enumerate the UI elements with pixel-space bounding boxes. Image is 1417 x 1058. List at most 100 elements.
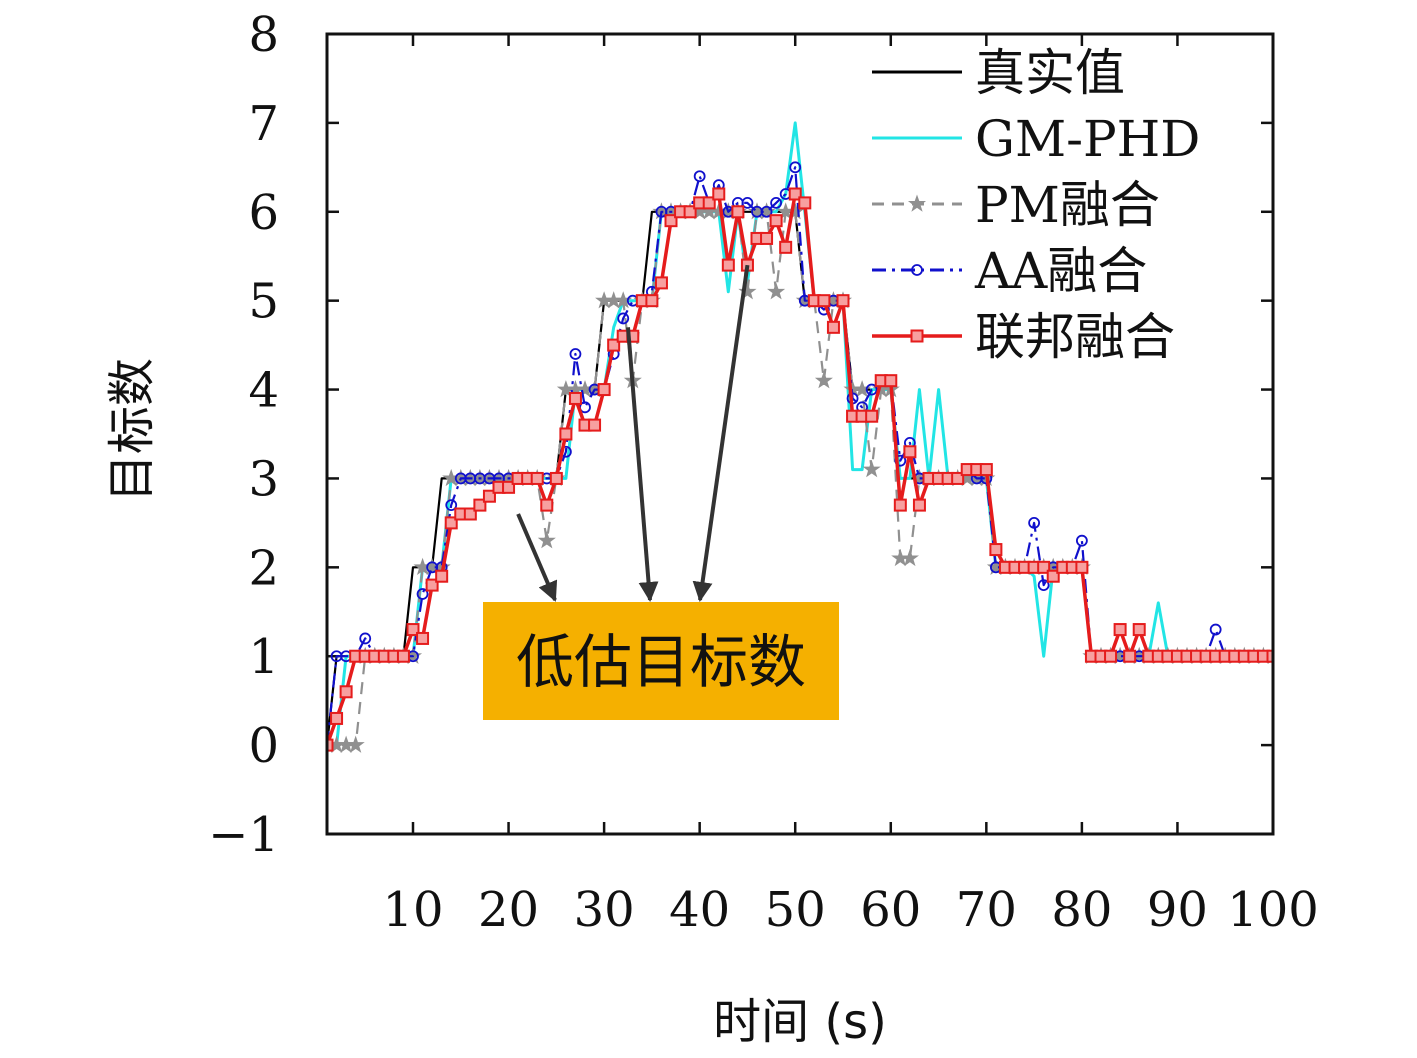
x-axis-title: 时间 (s) (713, 994, 887, 1050)
annotation-arrow (516, 513, 558, 602)
data-point (951, 471, 965, 485)
annotation-box (483, 602, 839, 720)
legend-marker (910, 329, 924, 343)
data-point (1075, 560, 1089, 574)
legend-label: GM-PHD (975, 110, 1200, 168)
data-point (473, 498, 487, 512)
data-point (760, 205, 773, 218)
data-point (435, 569, 449, 583)
data-point (1037, 579, 1050, 592)
data-point (445, 499, 458, 512)
x-tick-label: 20 (478, 882, 539, 938)
annotation: 低估目标数 (483, 264, 839, 720)
data-point (738, 282, 757, 300)
y-tick-labels: −1 0 1 2 3 4 5 6 7 8 (208, 7, 279, 863)
data-point (664, 214, 678, 228)
legend-label: 真实值 (975, 44, 1125, 102)
legend-item: GM-PHD (872, 110, 1200, 168)
data-point (530, 471, 544, 485)
legend-marker (907, 194, 927, 212)
legend-label: 联邦融合 (975, 308, 1175, 366)
data-point (1028, 516, 1041, 529)
x-tick-label: 10 (382, 882, 443, 938)
y-tick-label: 5 (248, 274, 279, 330)
data-point (788, 187, 802, 201)
x-tick-label: 40 (669, 882, 730, 938)
data-point (597, 383, 611, 397)
series-line (327, 210, 1273, 747)
legend-item: 真实值 (872, 44, 1125, 102)
data-point (569, 348, 582, 360)
data-point (330, 711, 344, 725)
data-point (359, 632, 372, 645)
data-point (979, 463, 993, 477)
series-4 (327, 187, 1273, 752)
data-point (1132, 623, 1146, 637)
data-point (406, 623, 420, 637)
data-point (989, 543, 1003, 557)
series-layer (327, 121, 1273, 753)
data-point (1075, 534, 1088, 547)
data-point (549, 471, 563, 485)
data-point (1037, 560, 1051, 574)
data-point (482, 489, 496, 503)
y-tick-label: 6 (248, 185, 279, 241)
x-tick-label: 90 (1147, 882, 1208, 938)
y-tick-label: 7 (248, 96, 279, 152)
legend-item: AA融合 (872, 242, 1147, 300)
data-point (1046, 569, 1060, 583)
data-point (559, 427, 573, 441)
data-point (789, 161, 802, 174)
y-tick-label: −1 (208, 807, 279, 863)
data-point (903, 445, 917, 459)
data-point (865, 383, 878, 396)
data-point (617, 312, 630, 325)
data-point (893, 498, 907, 512)
data-point (721, 258, 735, 272)
data-point (769, 214, 783, 228)
y-tick-label: 8 (248, 7, 279, 63)
data-point (502, 480, 516, 494)
data-point (537, 531, 556, 549)
data-point (607, 338, 621, 352)
data-point (817, 294, 831, 308)
data-point (654, 276, 668, 290)
data-point (327, 738, 334, 752)
data-point (741, 196, 754, 209)
y-axis-title: 目标数 (104, 358, 160, 502)
data-point (693, 170, 706, 183)
data-point (712, 187, 726, 201)
data-point (779, 240, 793, 254)
x-tick-label: 70 (956, 882, 1017, 938)
legend-label: PM融合 (975, 176, 1160, 234)
data-point (814, 371, 833, 389)
x-tick-label: 30 (574, 882, 635, 938)
data-point (1123, 649, 1137, 663)
x-tick-label: 60 (860, 882, 921, 938)
data-point (912, 498, 926, 512)
data-point (760, 231, 774, 245)
legend-label: AA融合 (974, 242, 1147, 300)
data-point (884, 374, 898, 388)
series-line (327, 166, 1273, 746)
y-tick-label: 2 (248, 540, 279, 596)
data-point (1266, 649, 1273, 663)
data-point (683, 205, 697, 219)
x-tick-label: 50 (765, 882, 826, 938)
data-point (836, 294, 850, 308)
data-point (1209, 623, 1222, 636)
y-tick-label: 1 (248, 629, 279, 685)
data-point (702, 196, 716, 210)
y-tick-label: 0 (248, 718, 279, 774)
data-point (865, 409, 879, 423)
data-point (416, 588, 429, 600)
data-point (396, 649, 410, 663)
x-tick-label: 80 (1051, 882, 1112, 938)
legend-item: PM融合 (872, 176, 1160, 234)
x-tick-label: 100 (1227, 882, 1319, 938)
data-point (568, 391, 582, 405)
annotation-text: 低估目标数 (516, 628, 806, 696)
data-point (463, 507, 477, 521)
